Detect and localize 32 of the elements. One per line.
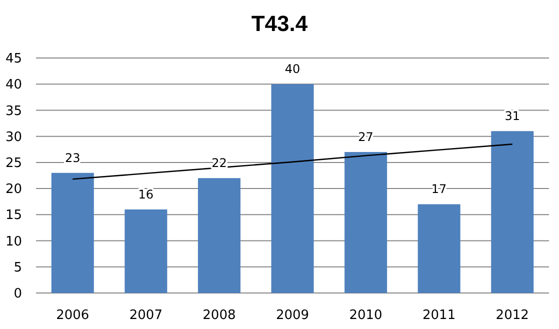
y-tick-label: 25 [5,156,22,171]
y-tick-label: 30 [5,130,22,145]
x-tick-label: 2007 [129,308,162,323]
data-label: 17 [431,182,447,196]
data-label: 27 [358,130,374,144]
data-label: 40 [284,62,300,76]
bar [491,131,534,293]
data-label: 22 [212,156,227,170]
y-tick-label: 20 [5,182,22,198]
x-tick-label: 2008 [202,308,236,323]
bar [124,209,168,293]
y-tick-label: 10 [5,234,22,250]
y-tick-label: 45 [5,52,22,67]
y-tick-label: 15 [5,208,22,224]
x-tick-label: 2012 [496,308,529,323]
bar [271,84,314,293]
y-tick-label: 40 [5,78,22,93]
bar [51,172,94,293]
data-label: 31 [504,109,520,124]
bar [418,204,460,293]
chart-title: T43.4 [251,11,308,36]
x-tick-label: 2009 [276,308,310,323]
data-label: 16 [138,187,154,202]
y-tick-label: 0 [14,286,22,302]
y-tick-label: 5 [14,260,22,276]
bar [198,178,240,293]
y-tick-label: 35 [5,104,22,119]
bar [344,152,388,293]
x-tick-label: 2011 [422,308,456,323]
x-tick-label: 2010 [349,308,382,323]
x-tick-label: 2006 [56,308,90,323]
data-label: 23 [65,150,80,165]
